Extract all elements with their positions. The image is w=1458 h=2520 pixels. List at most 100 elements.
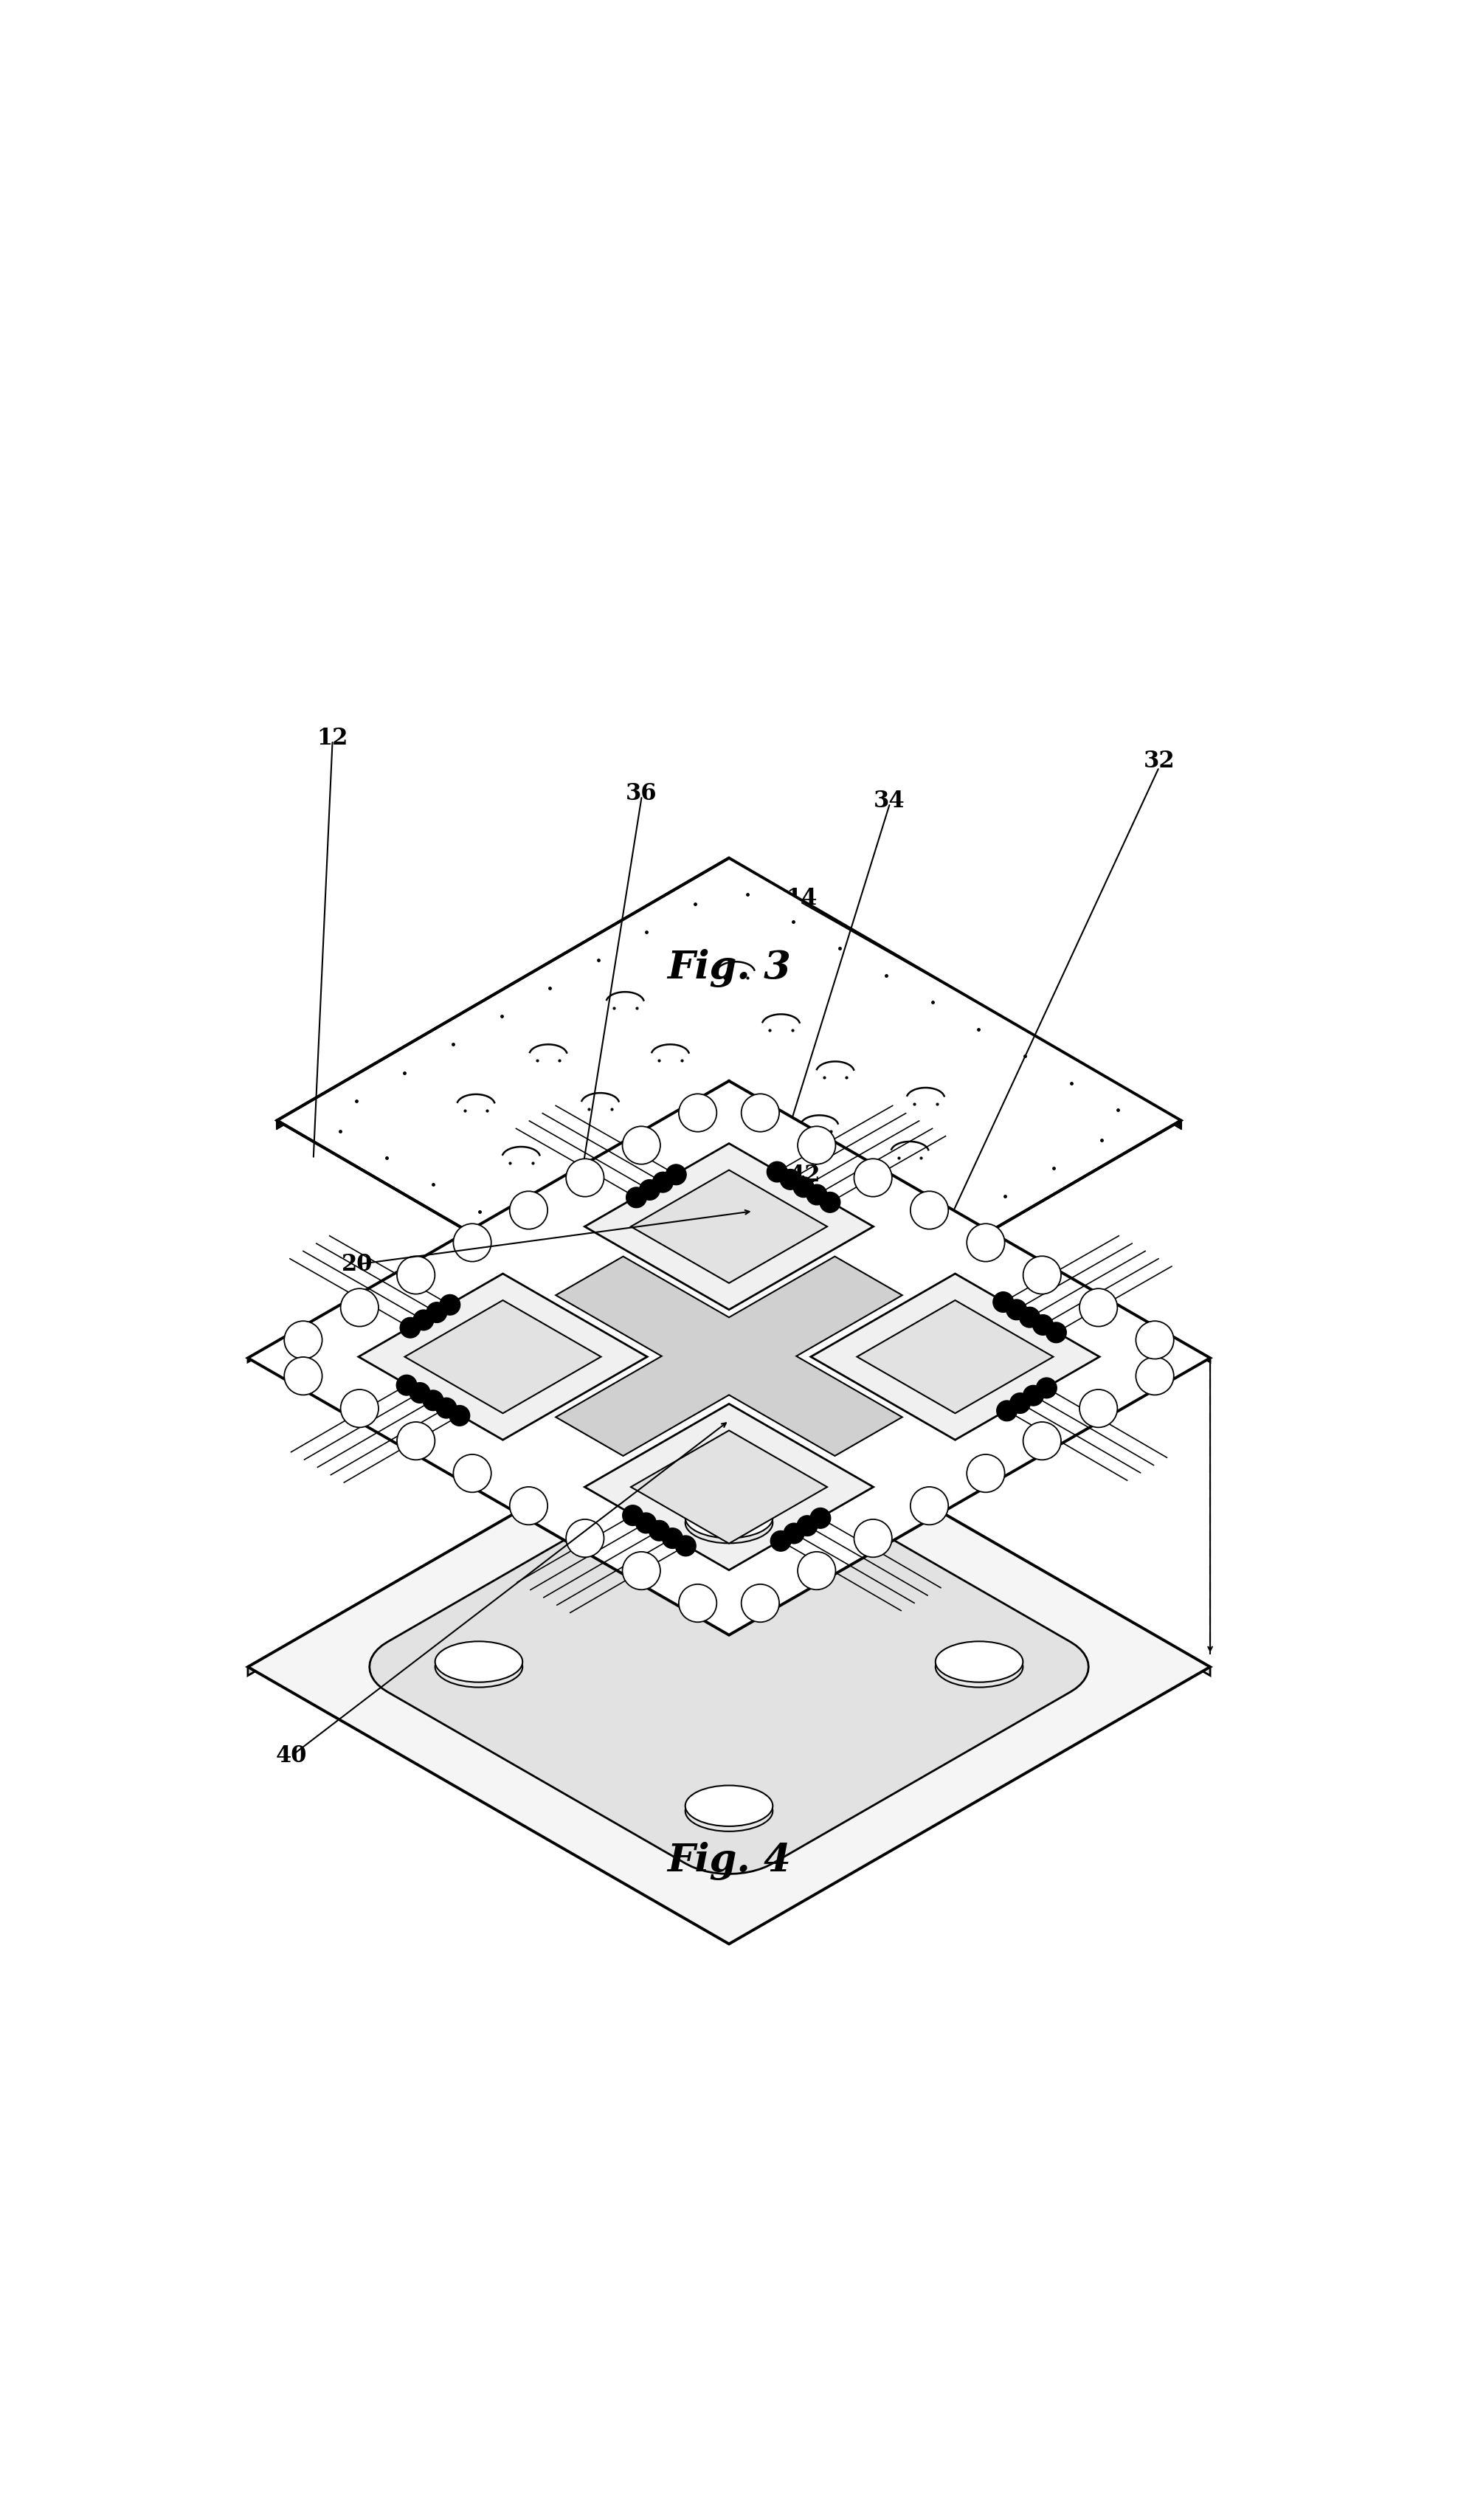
Circle shape <box>806 1184 827 1205</box>
Circle shape <box>640 1179 660 1200</box>
Circle shape <box>1006 1300 1026 1320</box>
Circle shape <box>997 1401 1018 1421</box>
Circle shape <box>780 1169 800 1189</box>
Ellipse shape <box>936 1646 1024 1688</box>
Circle shape <box>636 1512 656 1532</box>
Circle shape <box>811 1507 831 1527</box>
Circle shape <box>436 1399 456 1419</box>
Circle shape <box>397 1421 434 1459</box>
Circle shape <box>741 1585 779 1623</box>
Circle shape <box>623 1126 660 1164</box>
Polygon shape <box>729 1391 1210 1676</box>
Circle shape <box>1037 1378 1057 1399</box>
Text: 42: 42 <box>789 1164 821 1187</box>
Circle shape <box>1136 1358 1174 1396</box>
Circle shape <box>784 1522 805 1545</box>
Text: Fig. 3: Fig. 3 <box>668 950 790 988</box>
Polygon shape <box>555 1257 903 1457</box>
Text: 14: 14 <box>786 887 818 910</box>
Circle shape <box>1010 1394 1031 1414</box>
Polygon shape <box>248 1391 1210 1943</box>
Circle shape <box>798 1126 835 1164</box>
Polygon shape <box>811 1273 1099 1439</box>
Circle shape <box>453 1225 491 1263</box>
Polygon shape <box>277 864 729 1129</box>
Polygon shape <box>248 1081 729 1363</box>
Circle shape <box>741 1094 779 1131</box>
Circle shape <box>679 1585 717 1623</box>
Circle shape <box>427 1303 448 1323</box>
Circle shape <box>510 1192 548 1230</box>
Polygon shape <box>729 862 1181 1126</box>
Circle shape <box>566 1159 604 1197</box>
Circle shape <box>679 1094 717 1131</box>
Circle shape <box>623 1552 660 1590</box>
Polygon shape <box>585 1144 873 1310</box>
Text: 34: 34 <box>873 789 905 811</box>
Polygon shape <box>248 1391 729 1676</box>
Circle shape <box>1079 1389 1117 1426</box>
Circle shape <box>675 1535 695 1555</box>
Circle shape <box>341 1288 379 1326</box>
Circle shape <box>410 1383 430 1404</box>
Circle shape <box>1024 1255 1061 1295</box>
Polygon shape <box>277 857 729 1121</box>
Circle shape <box>397 1255 434 1295</box>
Circle shape <box>625 1187 646 1207</box>
Circle shape <box>510 1487 548 1525</box>
Circle shape <box>399 1318 420 1338</box>
Circle shape <box>623 1504 643 1525</box>
Circle shape <box>284 1320 322 1358</box>
Circle shape <box>284 1358 322 1396</box>
Text: 36: 36 <box>625 781 658 804</box>
Text: 40: 40 <box>276 1744 308 1767</box>
Circle shape <box>854 1159 892 1197</box>
Circle shape <box>767 1162 787 1182</box>
Circle shape <box>967 1225 1005 1263</box>
Ellipse shape <box>434 1641 522 1683</box>
Circle shape <box>666 1164 687 1184</box>
Circle shape <box>397 1376 417 1396</box>
Circle shape <box>566 1520 604 1557</box>
Circle shape <box>662 1527 682 1547</box>
Text: Fig. 4: Fig. 4 <box>668 1842 790 1880</box>
Polygon shape <box>631 1431 827 1542</box>
Circle shape <box>1024 1386 1044 1406</box>
Text: 32: 32 <box>1143 751 1175 774</box>
Circle shape <box>341 1389 379 1426</box>
Circle shape <box>653 1172 674 1192</box>
Circle shape <box>413 1310 433 1331</box>
Polygon shape <box>729 857 1181 1121</box>
Circle shape <box>1136 1320 1174 1358</box>
Polygon shape <box>631 1169 827 1283</box>
Text: 12: 12 <box>316 726 348 748</box>
Circle shape <box>440 1295 461 1315</box>
Circle shape <box>798 1552 835 1590</box>
Circle shape <box>819 1192 840 1212</box>
Polygon shape <box>277 857 1181 1383</box>
Circle shape <box>423 1391 443 1411</box>
Polygon shape <box>359 1273 647 1439</box>
Polygon shape <box>729 859 1181 1124</box>
Text: 20: 20 <box>341 1252 373 1275</box>
Polygon shape <box>277 862 729 1126</box>
Ellipse shape <box>434 1646 522 1688</box>
Ellipse shape <box>685 1497 773 1537</box>
Ellipse shape <box>685 1787 773 1827</box>
Polygon shape <box>248 1081 1210 1635</box>
Polygon shape <box>369 1459 1089 1875</box>
Circle shape <box>770 1530 790 1552</box>
Circle shape <box>453 1454 491 1492</box>
Polygon shape <box>277 859 729 1124</box>
Circle shape <box>1079 1288 1117 1326</box>
Polygon shape <box>857 1300 1053 1414</box>
Circle shape <box>798 1515 818 1537</box>
Polygon shape <box>729 1081 1210 1363</box>
Ellipse shape <box>685 1502 773 1542</box>
Circle shape <box>1045 1323 1066 1343</box>
Circle shape <box>793 1177 814 1197</box>
Ellipse shape <box>685 1792 773 1832</box>
Circle shape <box>910 1487 948 1525</box>
Ellipse shape <box>936 1641 1024 1683</box>
Circle shape <box>1019 1308 1040 1328</box>
